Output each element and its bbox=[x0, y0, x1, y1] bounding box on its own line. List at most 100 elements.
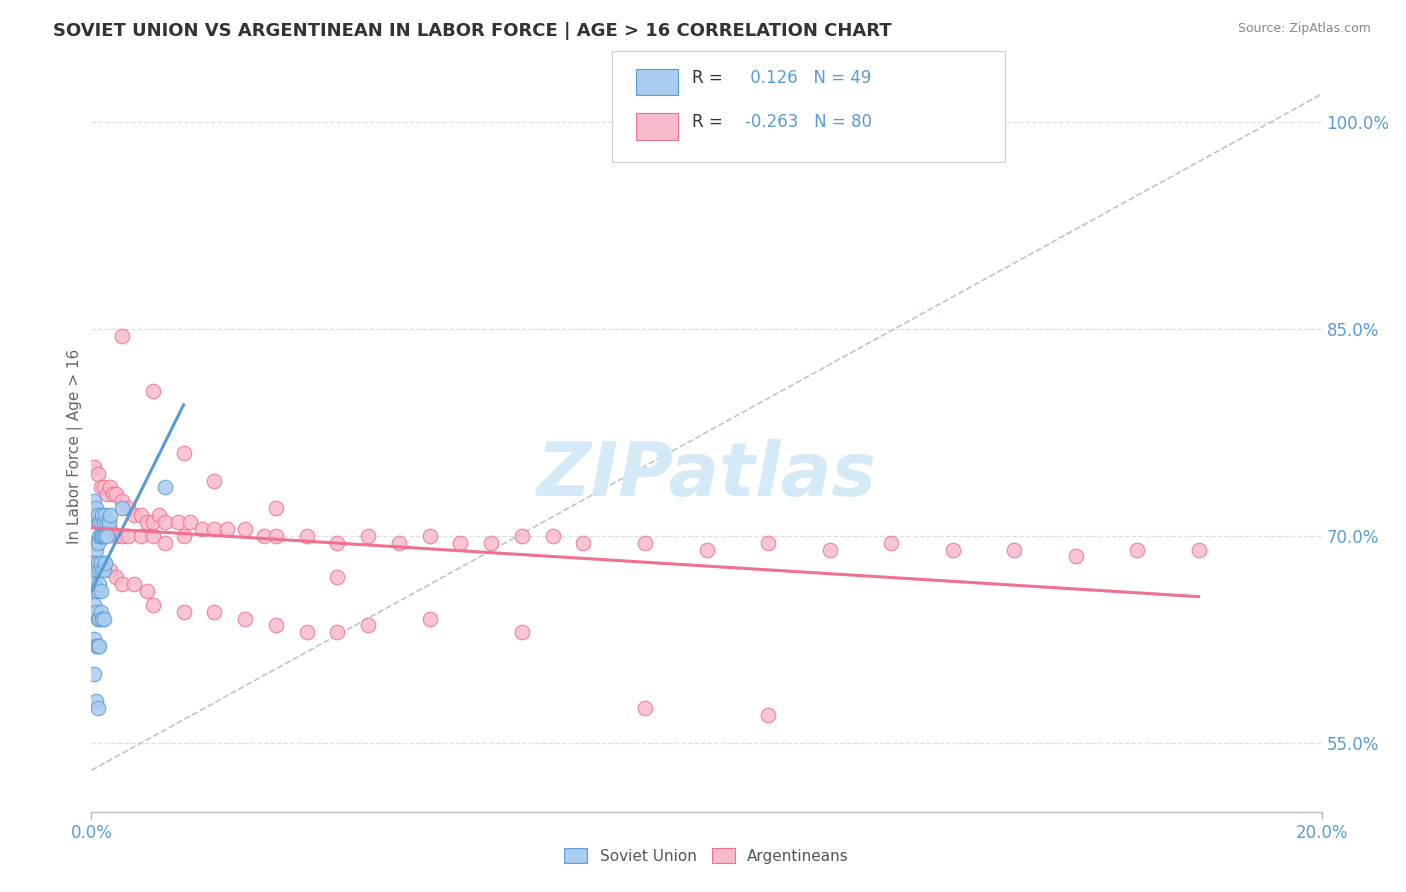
Point bbox=[87, 611, 110, 625]
Point bbox=[233, 611, 256, 625]
Point bbox=[295, 529, 318, 543]
Point bbox=[86, 467, 108, 481]
Point bbox=[87, 563, 110, 577]
Point bbox=[90, 557, 112, 571]
Point bbox=[252, 529, 274, 543]
Point bbox=[572, 535, 595, 549]
Point bbox=[94, 557, 117, 571]
Point bbox=[87, 577, 110, 591]
Point bbox=[86, 542, 108, 557]
Point bbox=[94, 529, 117, 543]
Text: R =: R = bbox=[692, 69, 728, 87]
Point bbox=[510, 625, 533, 640]
Point bbox=[233, 522, 256, 536]
Point bbox=[388, 535, 411, 549]
Point bbox=[91, 563, 114, 577]
Point bbox=[202, 474, 225, 488]
Point bbox=[83, 598, 105, 612]
Point bbox=[93, 480, 115, 494]
Point bbox=[1126, 542, 1149, 557]
Text: 0.126   N = 49: 0.126 N = 49 bbox=[745, 69, 872, 87]
Point bbox=[105, 529, 127, 543]
Point bbox=[695, 542, 717, 557]
Point bbox=[326, 535, 349, 549]
Point bbox=[153, 535, 177, 549]
Point bbox=[93, 563, 115, 577]
Point bbox=[479, 535, 502, 549]
Point bbox=[142, 529, 165, 543]
Point bbox=[91, 611, 114, 625]
Point bbox=[173, 605, 195, 619]
Point bbox=[326, 625, 349, 640]
Point bbox=[83, 666, 105, 681]
Text: ZIPatlas: ZIPatlas bbox=[537, 439, 876, 512]
Point bbox=[264, 501, 287, 516]
Point bbox=[86, 611, 108, 625]
Point bbox=[117, 501, 139, 516]
Point bbox=[111, 328, 134, 343]
Point bbox=[124, 577, 146, 591]
Point bbox=[90, 529, 112, 543]
Point bbox=[117, 529, 139, 543]
Point bbox=[129, 508, 152, 522]
Point bbox=[142, 515, 165, 529]
Point bbox=[191, 522, 214, 536]
Point bbox=[510, 529, 533, 543]
Point bbox=[93, 611, 115, 625]
Point bbox=[98, 508, 121, 522]
Point bbox=[153, 480, 177, 494]
Point bbox=[111, 501, 134, 516]
Y-axis label: In Labor Force | Age > 16: In Labor Force | Age > 16 bbox=[67, 349, 83, 543]
Point bbox=[93, 529, 115, 543]
Point bbox=[86, 515, 108, 529]
Point bbox=[264, 529, 287, 543]
Point bbox=[135, 583, 157, 598]
Point bbox=[202, 522, 225, 536]
Point bbox=[818, 542, 841, 557]
Point bbox=[91, 508, 114, 522]
Legend: Soviet Union, Argentineans: Soviet Union, Argentineans bbox=[558, 842, 855, 870]
Point bbox=[90, 583, 112, 598]
Point bbox=[173, 446, 195, 460]
Point bbox=[83, 632, 105, 647]
Point bbox=[86, 563, 108, 577]
Point bbox=[86, 694, 108, 708]
Point bbox=[105, 570, 127, 584]
Point bbox=[1002, 542, 1025, 557]
Point bbox=[86, 508, 108, 522]
Point bbox=[756, 708, 779, 723]
Point bbox=[83, 557, 105, 571]
Text: -0.263   N = 80: -0.263 N = 80 bbox=[745, 113, 872, 131]
Point bbox=[96, 487, 118, 501]
Point bbox=[166, 515, 188, 529]
Point bbox=[1064, 549, 1087, 564]
Point bbox=[1187, 542, 1209, 557]
Point bbox=[98, 563, 121, 577]
Point bbox=[96, 529, 118, 543]
Point bbox=[83, 577, 105, 591]
Point bbox=[419, 611, 441, 625]
Point bbox=[98, 480, 121, 494]
Point bbox=[87, 639, 110, 653]
Point bbox=[90, 480, 112, 494]
Point bbox=[634, 701, 657, 715]
Point bbox=[86, 583, 108, 598]
Point bbox=[94, 508, 117, 522]
Point bbox=[124, 508, 146, 522]
Point bbox=[111, 529, 134, 543]
Text: Source: ZipAtlas.com: Source: ZipAtlas.com bbox=[1237, 22, 1371, 36]
Point bbox=[87, 515, 110, 529]
Point bbox=[541, 529, 564, 543]
Point bbox=[87, 529, 110, 543]
Point bbox=[941, 542, 963, 557]
Point bbox=[86, 535, 108, 549]
Point bbox=[90, 515, 112, 529]
Point bbox=[83, 459, 105, 474]
Point bbox=[93, 515, 115, 529]
Point bbox=[86, 701, 108, 715]
Point bbox=[129, 529, 152, 543]
Point bbox=[357, 618, 380, 632]
Point bbox=[86, 639, 108, 653]
Point bbox=[93, 557, 115, 571]
Point bbox=[357, 529, 380, 543]
